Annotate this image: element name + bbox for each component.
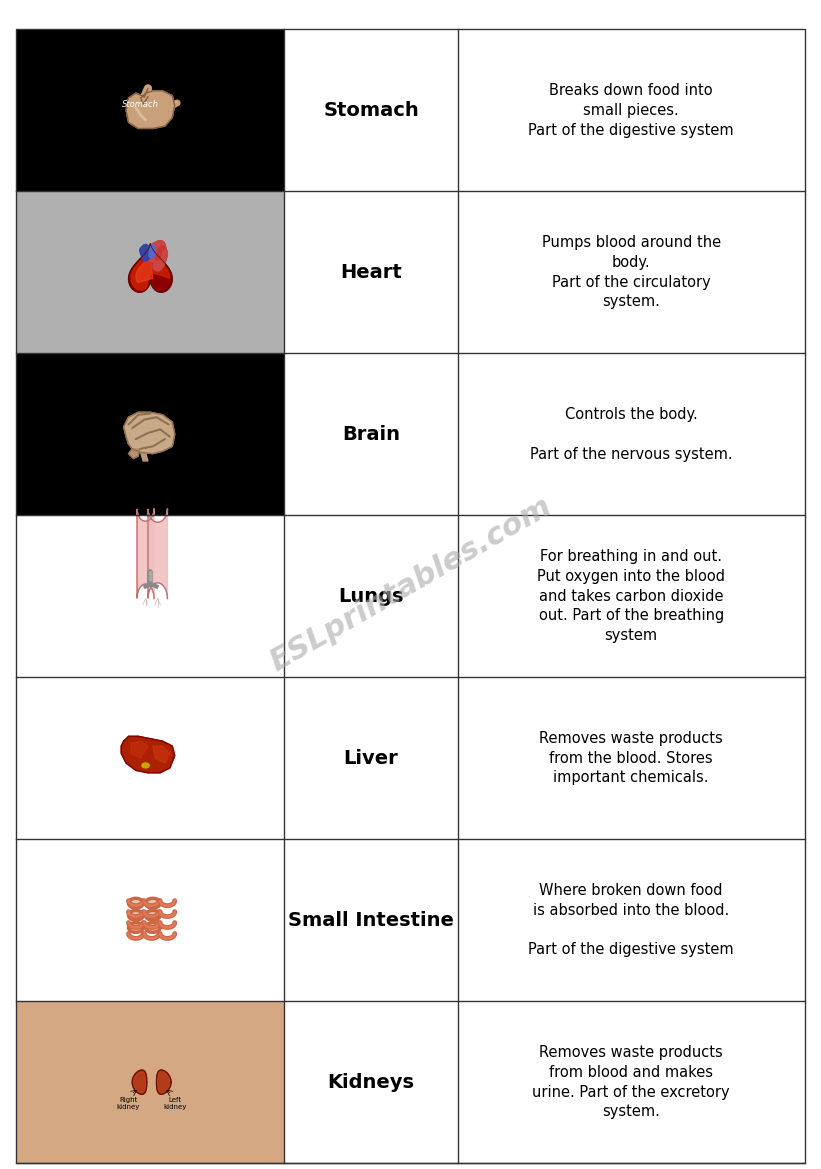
Polygon shape: [131, 741, 148, 759]
Bar: [16, 353, 284, 516]
Text: Heart: Heart: [340, 263, 402, 282]
Polygon shape: [131, 247, 170, 290]
Text: Removes waste products
from blood and makes
urine. Part of the excretory
system.: Removes waste products from blood and ma…: [532, 1045, 730, 1120]
Polygon shape: [129, 898, 143, 908]
Text: Pumps blood around the
body.
Part of the circulatory
system.: Pumps blood around the body. Part of the…: [542, 235, 721, 310]
Bar: [16, 192, 284, 353]
Bar: [16, 29, 284, 192]
Text: Liver: Liver: [344, 748, 398, 768]
Text: Breaks down food into
small pieces.
Part of the digestive system: Breaks down food into small pieces. Part…: [529, 83, 734, 138]
Text: Kidneys: Kidneys: [328, 1073, 415, 1092]
Polygon shape: [145, 911, 160, 920]
Bar: [16, 677, 284, 839]
Polygon shape: [126, 91, 175, 129]
Text: Where broken down food
is absorbed into the blood.

Part of the digestive system: Where broken down food is absorbed into …: [529, 883, 734, 957]
Polygon shape: [153, 746, 170, 763]
Polygon shape: [140, 452, 148, 461]
Text: For breathing in and out.
Put oxygen into the blood
and takes carbon dioxide
out: For breathing in and out. Put oxygen int…: [537, 549, 725, 643]
Polygon shape: [137, 509, 154, 599]
Polygon shape: [129, 243, 172, 292]
Polygon shape: [145, 922, 160, 933]
Polygon shape: [129, 449, 140, 458]
Text: Stomach: Stomach: [323, 101, 419, 119]
Text: Right
kidney: Right kidney: [117, 1097, 140, 1109]
Polygon shape: [145, 898, 160, 908]
Text: Brain: Brain: [342, 424, 400, 444]
Polygon shape: [122, 736, 175, 773]
Polygon shape: [124, 413, 175, 454]
Text: ESLprintables.com: ESLprintables.com: [264, 492, 557, 677]
Bar: [16, 839, 284, 1001]
Polygon shape: [148, 509, 167, 599]
Polygon shape: [142, 763, 149, 768]
Polygon shape: [129, 911, 143, 920]
Text: Left
kidney: Left kidney: [163, 1097, 186, 1109]
Text: Lungs: Lungs: [338, 587, 404, 606]
Polygon shape: [129, 922, 143, 933]
Text: Controls the body.

Part of the nervous system.: Controls the body. Part of the nervous s…: [530, 407, 732, 462]
Polygon shape: [135, 255, 153, 283]
Polygon shape: [158, 1072, 170, 1093]
Polygon shape: [157, 1070, 171, 1094]
Text: Removes waste products
from the blood. Stores
important chemicals.: Removes waste products from the blood. S…: [539, 731, 723, 786]
Bar: [16, 516, 284, 677]
Text: Small Intestine: Small Intestine: [288, 911, 454, 929]
Polygon shape: [132, 1070, 147, 1094]
Bar: [16, 1001, 284, 1163]
Polygon shape: [134, 1072, 146, 1093]
Text: Stomach: Stomach: [122, 99, 159, 109]
